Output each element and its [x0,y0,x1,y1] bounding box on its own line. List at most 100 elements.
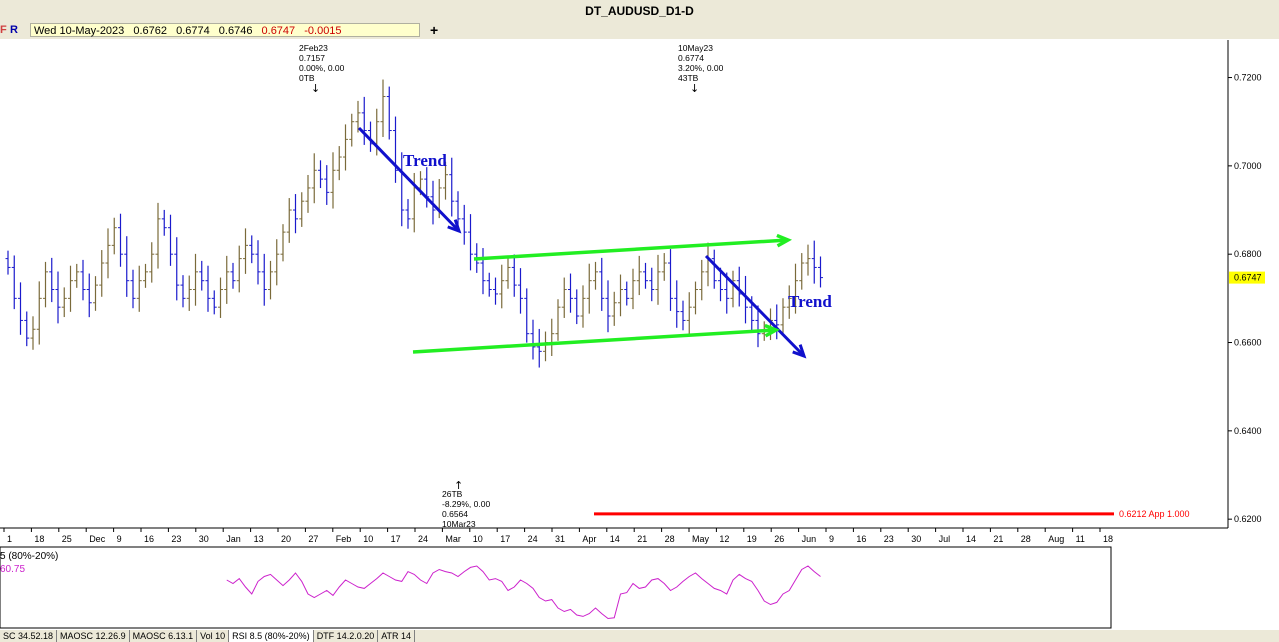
price-bar [486,272,492,297]
r-icon[interactable]: R [10,24,18,36]
price-bar [180,275,186,308]
y-tick-label: 0.6800 [1234,249,1262,259]
rsi-frame [0,546,1112,629]
x-tick-label: Jun [802,534,817,544]
x-tick-label: 25 [62,534,72,544]
rsi-panel[interactable]: 5 (80%-20%) 60.75 [0,546,1112,629]
price-bar [555,299,561,341]
x-tick-label: Mar [445,534,461,544]
price-bar [624,281,630,306]
price-bar [86,273,92,318]
price-bar [18,282,23,335]
last-marker-icon: ↓ [690,82,699,95]
y-tick-label: 0.6600 [1234,338,1262,348]
price-bar [511,254,517,297]
price-bar [336,146,342,181]
price-bar [493,277,498,305]
trend-arrow-down-1-shaft [357,126,461,233]
chart-frame [0,40,1229,529]
price-bar [774,304,780,340]
x-tick-label: 18 [1103,534,1113,544]
y-tick-label: 0.7200 [1234,73,1262,83]
rsi-line [226,565,821,620]
rsi-title: 5 (80%-20%) [0,551,58,562]
x-tick-label: 12 [719,534,729,544]
x-tick-label: 10 [363,534,373,544]
last-price-badge [1229,271,1265,284]
price-bar [380,79,386,137]
last-price-label: 0.6747 [1234,273,1262,283]
price-bar [630,268,636,310]
price-bar [811,240,817,284]
indicator-tab[interactable]: RSI 8.5 (80%-20%) [229,630,314,642]
price-bar [224,255,230,304]
channel-upper-arrow-head [776,233,793,248]
channel-upper-arrow [473,233,793,261]
price-bar [11,255,17,310]
x-tick-label: 21 [993,534,1003,544]
indicator-tab[interactable]: MAOSC 12.26.9 [57,630,130,642]
price-bar [611,291,617,326]
date-axis[interactable]: 1 18 25 Dec 9 16 23 30 Jan 13 20 27 Feb 10 17 24 Mar 10 17… [3,528,1113,544]
price-bar [355,100,361,133]
price-bar [605,280,611,333]
price-bar [655,254,661,305]
price-bar [230,262,236,289]
x-tick-label: 14 [966,534,976,544]
price-bar [161,209,167,236]
f-icon[interactable]: F [0,24,7,36]
x-tick-label: 1 [7,534,12,544]
low-annotation-line: 26TB [442,489,463,499]
quote-change: -0.0015 [304,25,342,37]
price-bar [505,258,511,289]
price-bar [668,249,673,311]
x-tick-label: 17 [500,534,510,544]
x-tick-label: Aug [1048,534,1064,544]
price-bar [530,319,536,360]
x-tick-label: 9 [829,534,834,544]
indicator-tab[interactable]: DTF 14.2.0.20 [314,630,379,642]
x-tick-label: 24 [528,534,538,544]
price-axis[interactable]: 0.7200 0.7000 0.6800 0.6600 0.6400 0.6200 0.67… [1228,73,1265,525]
target-label: 0.6212 App 1.000 [1119,509,1190,519]
chart-title: DT_AUDUSD_D1-D [585,4,694,18]
low-marker-icon: ↑ [454,479,463,492]
high-annotation-line: 2Feb23 [299,43,328,53]
price-bar [24,311,30,347]
indicator-tab[interactable]: ATR 14 [378,630,416,642]
price-bar [268,260,273,300]
price-bar [324,165,330,205]
x-tick-label: 31 [555,534,565,544]
indicator-tab[interactable]: Vol 10 [197,630,230,642]
x-tick-label: 30 [911,534,921,544]
price-bar [699,259,705,301]
quote-date: Wed 10-May-2023 [34,25,125,37]
price-bar [386,86,392,140]
price-bar [199,260,205,291]
price-bar [211,290,217,315]
high-annotation-line: 0TB [299,73,315,83]
indicator-tab[interactable]: SC 34.52.18 [0,630,58,642]
price-bar [693,281,698,315]
price-bar [461,204,467,245]
price-bar [455,191,461,228]
x-tick-label: 14 [610,534,620,544]
price-bars [5,79,823,368]
price-bar [480,248,486,295]
add-symbol-button[interactable]: + [430,22,439,38]
x-tick-label: 16 [856,534,866,544]
price-bar [61,287,67,318]
price-bar [724,272,730,314]
price-bar [499,264,505,309]
price-bar [174,237,180,301]
x-tick-label: 17 [391,534,401,544]
price-bar [218,277,223,318]
window-titlebar: DT_AUDUSD_D1-D [0,0,1279,23]
x-tick-label: Feb [336,534,352,544]
price-bar [36,281,42,345]
low-annotation-line: -8.29%, 0.00 [442,499,490,509]
indicator-tab[interactable]: MAOSC 6.13.1 [130,630,198,642]
price-bar [593,261,598,290]
